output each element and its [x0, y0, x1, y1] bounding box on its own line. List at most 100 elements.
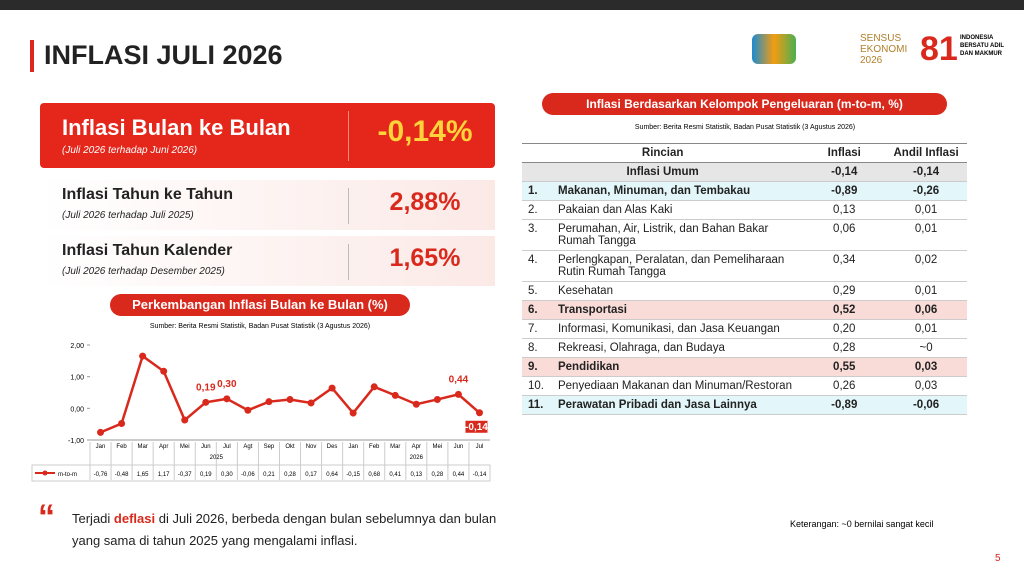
x-tick-label: Des — [327, 444, 338, 450]
table-row: 4. Perlengkapan, Peralatan, dan Pemelihar… — [522, 251, 967, 282]
y-tick-label: 1,00 — [70, 375, 84, 382]
table-value: -0,06 — [241, 472, 255, 478]
table-value: -0,15 — [346, 472, 360, 478]
quote-text: di Juli 2026, berbeda dengan bulan sebel… — [72, 511, 497, 548]
cell: 0,06 — [833, 223, 856, 235]
cell: Inflasi Umum — [626, 166, 699, 178]
note: Keterangan: ~0 bernilai sangat kecil — [790, 519, 934, 529]
point — [202, 398, 210, 406]
cell: 11. — [528, 399, 544, 411]
cell: 4. — [528, 254, 538, 266]
cell: -0,06 — [912, 399, 940, 411]
table-row: 9. Pendidikan 0,55 0,03 — [522, 357, 967, 377]
card-subtitle: (Juli 2026 terhadap Juli 2025) — [62, 210, 194, 221]
point — [139, 352, 147, 360]
table-value: 1,65 — [137, 472, 149, 478]
x-tick-label: Jun — [201, 444, 211, 450]
table-value: -0,14 — [473, 472, 487, 478]
table-value: 0,17 — [305, 472, 317, 478]
label-box — [465, 420, 488, 433]
x-tick-label: Jan — [96, 444, 106, 450]
card-value: 2,88% — [389, 188, 461, 216]
x-tick-label: Mar — [390, 444, 400, 450]
x-tick-label: Apr — [412, 444, 421, 450]
point — [349, 409, 357, 417]
y-tick-label: 2,00 — [70, 343, 84, 350]
card: Inflasi Tahun ke Tahun (Juli 2026 terhada… — [40, 180, 495, 230]
quote: Terjadi deflasi di Juli 2026, berbeda de… — [72, 508, 512, 552]
cell: Perawatan Pribadi dan Jasa Lainnya — [557, 399, 757, 411]
table-row: 1. Makanan, Minuman, dan Tembakau -0,89 -0,… — [522, 181, 967, 201]
x-tick-label: Agt — [243, 444, 252, 450]
point — [97, 428, 105, 436]
data-label: -0,14 — [465, 422, 488, 433]
logo — [752, 34, 796, 64]
table-row: 8. Rekreasi, Olahraga, dan Budaya 0,28 ~0 — [522, 339, 967, 358]
legend-label: m-to-m — [58, 472, 77, 478]
table-value: 0,21 — [263, 472, 275, 478]
card-divider — [348, 111, 349, 161]
point — [160, 367, 168, 375]
table: Rincian Inflasi Andil Inflasi Inflasi Umum -… — [522, 143, 967, 415]
data-label: 0,44 — [449, 374, 469, 385]
x-tick-label: Okt — [285, 444, 295, 450]
line — [100, 354, 481, 434]
logo-text: SENSUS EKONOMI 2026 — [860, 33, 908, 66]
cell: 2. — [528, 204, 538, 216]
table-value: 0,64 — [326, 472, 338, 478]
table-border — [31, 464, 491, 482]
card-subtitle: (Juli 2026 terhadap Desember 2025) — [62, 266, 225, 277]
card-divider — [348, 188, 349, 224]
point — [370, 383, 378, 391]
slide-title: INFLASI JULI 2026 — [44, 40, 283, 70]
table-value: 0,13 — [410, 472, 422, 478]
point — [286, 395, 294, 403]
y-tick-label: -1,00 — [68, 438, 84, 445]
card-title: Inflasi Tahun ke Tahun — [62, 186, 233, 203]
cell: 0,02 — [914, 254, 938, 266]
data-label: 0,30 — [217, 379, 237, 390]
group-label: 2025 — [210, 455, 224, 461]
x-tick-label: Sep — [264, 444, 275, 450]
x-tick-label: Feb — [116, 444, 127, 450]
cell: 0,01 — [914, 285, 938, 297]
x-tick-label: Apr — [159, 444, 168, 450]
point — [412, 400, 420, 408]
quote-mark: “ — [38, 498, 55, 536]
card: Inflasi Tahun Kalender (Juli 2026 terhada… — [40, 236, 495, 286]
table-value: 0,30 — [221, 472, 233, 478]
logo-81: 81 — [920, 30, 958, 68]
cell: Transportasi — [557, 304, 628, 316]
x-tick-label: Jul — [476, 444, 484, 450]
cell: 0,01 — [914, 223, 938, 235]
cell: Penyediaan Makanan dan Minuman/Restoran — [557, 380, 792, 392]
cell: Kesehatan — [557, 285, 613, 297]
cell: Pakaian dan Alas Kaki — [557, 204, 673, 216]
point — [307, 399, 315, 407]
data-label: 0,19 — [196, 382, 216, 393]
summary-row: Inflasi Umum -0,14 -0,14 — [522, 162, 967, 182]
quote-highlight: deflasi — [113, 511, 156, 526]
table-row: 10. Penyediaan Makanan dan Minuman/Restor… — [522, 377, 967, 396]
table-row: 11. Perawatan Pribadi dan Jasa Lainnya -0,… — [522, 395, 967, 415]
table-row: 6. Transportasi 0,52 0,06 — [522, 300, 967, 320]
cell: 0,01 — [914, 204, 938, 216]
logo-text: INDONESIA BERSATU ADIL DAN MAKMUR — [960, 35, 1004, 57]
table-value: 1,17 — [158, 472, 170, 478]
cell: -0,89 — [831, 399, 858, 411]
page-number: 5 — [995, 553, 1001, 564]
legend-dot — [42, 470, 48, 476]
cell: -0,89 — [831, 185, 858, 197]
point — [328, 384, 336, 392]
cell: -0,14 — [912, 166, 940, 178]
table-value: -0,37 — [178, 472, 192, 478]
table-row: 3. Perumahan, Air, Listrik, dan Bahan Bak… — [522, 220, 967, 251]
card-title: Inflasi Tahun Kalender — [62, 242, 233, 259]
x-tick-label: Mei — [433, 444, 443, 450]
point — [391, 391, 399, 399]
cell: 0,55 — [833, 361, 856, 373]
table-row: 5. Kesehatan 0,29 0,01 — [522, 282, 967, 301]
x-tick-label: Mei — [180, 444, 190, 450]
cell: 10. — [528, 380, 544, 392]
